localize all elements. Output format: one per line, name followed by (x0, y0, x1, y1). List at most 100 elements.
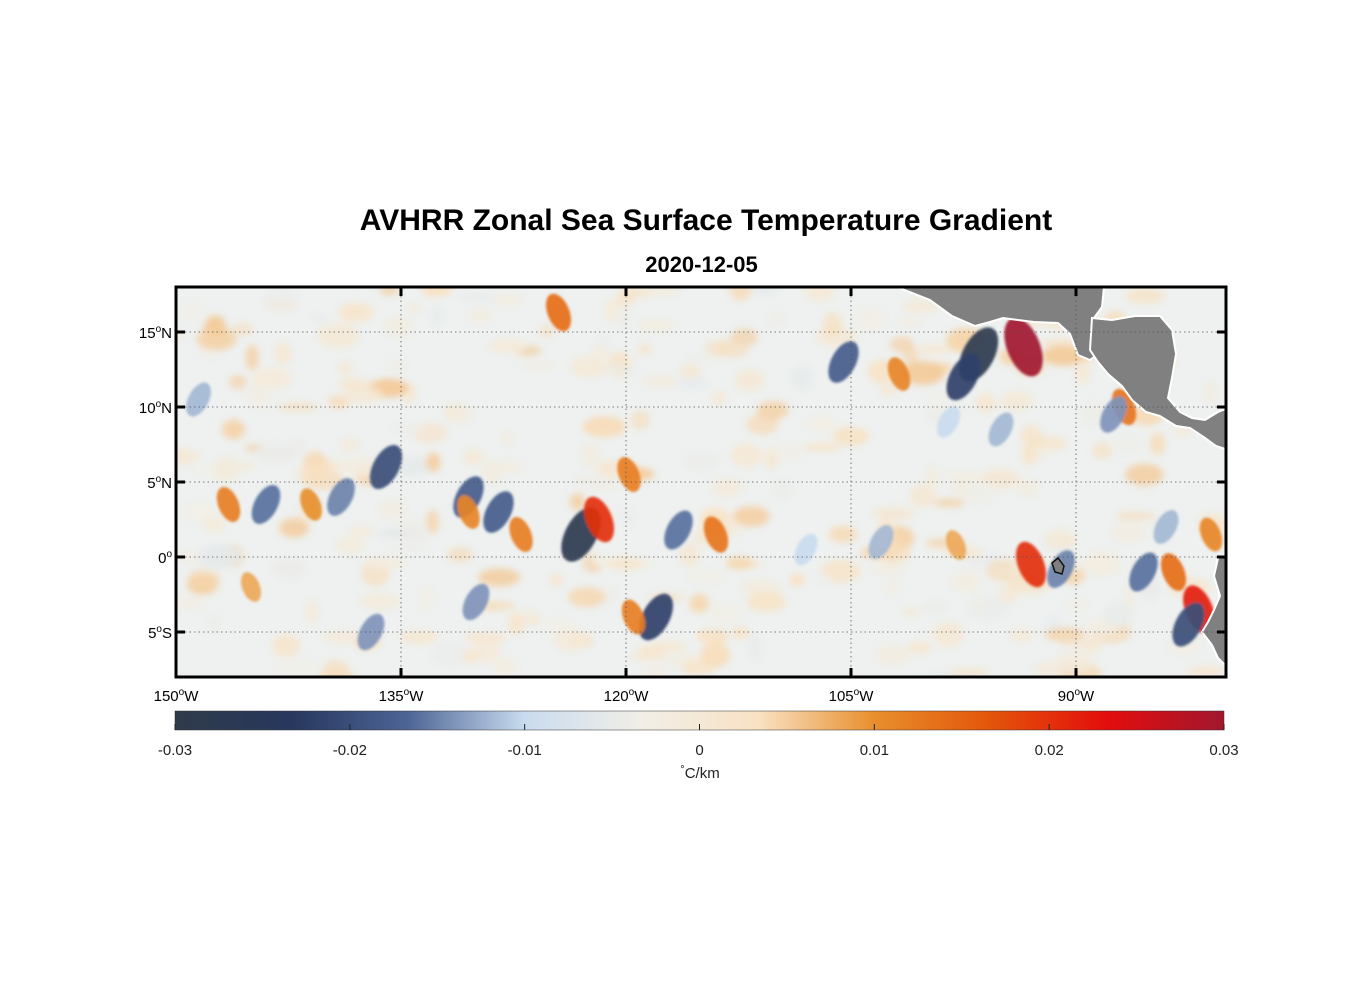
texture-patch (606, 557, 644, 571)
gradient-feature (664, 510, 693, 550)
texture-patch (426, 452, 441, 472)
texture-patch (823, 312, 842, 338)
tick-degree-value: 120 (604, 688, 629, 705)
texture-patch (805, 415, 835, 432)
tick-degree-symbol: o (404, 687, 410, 698)
texture-patch (521, 360, 555, 371)
tick-degree-value: 5 (147, 475, 155, 492)
tick-degree-symbol: o (1074, 687, 1080, 698)
texture-patch (457, 293, 497, 303)
tick-degree-symbol: o (156, 399, 162, 410)
texture-patch (488, 338, 527, 354)
texture-patch (245, 344, 259, 371)
texture-patch (430, 307, 443, 327)
texture-patch (642, 664, 668, 677)
gradient-feature (251, 485, 281, 524)
gradient-feature (483, 491, 514, 533)
texture-patch (407, 303, 421, 314)
texture-patch (1009, 628, 1034, 643)
texture-patch (804, 287, 837, 302)
texture-patch (1065, 596, 1088, 613)
gradient-feature (509, 517, 533, 552)
texture-patch (478, 568, 521, 587)
colorbar-tick-label: 0.03 (1209, 742, 1238, 759)
texture-patch (391, 456, 436, 476)
gradient-feature (703, 516, 729, 553)
tick-hemisphere: W (859, 688, 874, 705)
colorbar-tick-label: 0.02 (1035, 742, 1064, 759)
lon-tick-label: 135oW (379, 687, 425, 705)
texture-patch (732, 506, 770, 527)
land-galapagos (1051, 556, 1065, 575)
texture-patch (256, 443, 299, 464)
texture-patch (274, 342, 293, 366)
texture-patch (773, 479, 793, 500)
texture-patch (418, 586, 434, 611)
texture-patch (311, 313, 327, 324)
texture-patch (196, 327, 237, 351)
texture-patch (913, 344, 954, 355)
texture-patch (642, 287, 683, 296)
gradient-feature (828, 341, 859, 383)
lat-tick-label: 5oN (147, 474, 172, 492)
texture-patch (464, 632, 507, 645)
texture-patch (339, 437, 361, 453)
texture-patch (198, 544, 242, 569)
texture-patch (1115, 510, 1156, 522)
unit-degree-symbol: ° (680, 764, 684, 776)
tick-degree-symbol: o (166, 549, 172, 560)
texture-patch (229, 374, 247, 390)
texture-patch (1033, 662, 1067, 677)
tick-degree-value: 150 (154, 688, 179, 705)
texture-patch (638, 343, 652, 356)
lat-tick-label: 5oS (148, 624, 172, 642)
texture-patch (271, 634, 300, 657)
texture-patch (306, 599, 319, 624)
texture-patch (591, 346, 610, 360)
texture-patch (897, 317, 923, 327)
texture-patch (212, 456, 240, 482)
texture-patch (1111, 522, 1146, 543)
map-frame (174, 285, 1228, 679)
map-title: AVHRR Zonal Sea Surface Temperature Grad… (359, 204, 1053, 237)
texture-patch (420, 287, 453, 297)
tick-degree-symbol: o (156, 324, 162, 335)
graticule (176, 287, 1226, 677)
texture-patch (674, 376, 710, 390)
colorbar-tick-labels: -0.03 -0.02 -0.01 0 0.01 0.02 0.03 (158, 742, 1239, 759)
tick-hemisphere: S (162, 625, 172, 642)
texture-patch (1044, 627, 1086, 642)
texture-patch (1103, 602, 1134, 628)
tick-hemisphere: W (184, 688, 199, 705)
texture-patch (494, 460, 524, 474)
tick-degree-value: 90 (1058, 688, 1075, 705)
tick-hemisphere: N (161, 400, 172, 417)
texture-patch (770, 442, 805, 460)
tick-degree-symbol: o (156, 624, 162, 635)
gradient-feature (583, 496, 615, 543)
gradient-feature (1153, 510, 1179, 544)
texture-patch (730, 443, 763, 468)
land-mexico-central-america (896, 287, 1106, 362)
texture-patch (976, 393, 997, 413)
texture-patch (385, 316, 412, 338)
texture-patch (462, 650, 480, 663)
texture-patch (1186, 666, 1225, 677)
land-south-america (1200, 554, 1226, 668)
texture-patch (338, 378, 372, 390)
colorbar-tick-label: 0.01 (860, 742, 889, 759)
texture-patch (468, 307, 493, 324)
texture-patch (1126, 288, 1167, 305)
texture-patch (453, 404, 473, 424)
lat-tick-label: 15oN (139, 324, 172, 342)
texture-patch (909, 484, 937, 508)
texture-patch (856, 319, 873, 328)
texture-patch (362, 555, 407, 571)
texture-patch (680, 543, 700, 567)
texture-patch (630, 651, 668, 661)
texture-patch (757, 401, 789, 420)
texture-patch (637, 645, 666, 655)
gradient-feature (216, 487, 241, 522)
texture-patch (712, 391, 726, 407)
